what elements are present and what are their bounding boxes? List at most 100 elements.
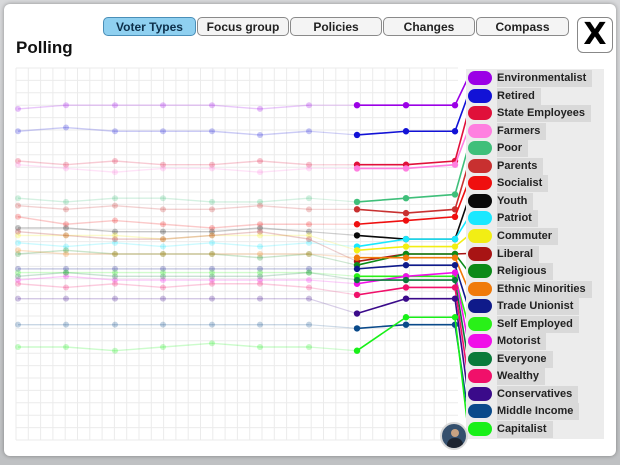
history-point [257, 105, 263, 112]
series-point [402, 217, 410, 224]
history-point [257, 280, 263, 287]
legend-swatch [468, 386, 492, 401]
history-line [18, 227, 310, 233]
history-point [257, 295, 263, 302]
history-line [17, 216, 309, 229]
history-point [209, 280, 215, 287]
legend-label: Commuter [497, 227, 559, 245]
history-point [257, 224, 263, 231]
close-button[interactable]: X [577, 17, 613, 53]
history-point [306, 251, 312, 257]
history-point [160, 161, 166, 168]
history-point [63, 161, 69, 168]
history-point [160, 284, 166, 291]
history-point [15, 277, 21, 284]
legend-swatch [468, 211, 492, 226]
history-point [306, 284, 312, 291]
history-point [63, 344, 69, 350]
history-point [209, 224, 215, 231]
history-point [15, 269, 21, 276]
history-point [160, 269, 166, 276]
history-connector [308, 346, 358, 352]
history-line [17, 249, 309, 255]
legend-swatch [468, 158, 492, 173]
series-point [451, 261, 459, 269]
history-point [306, 236, 312, 243]
legend-swatch [468, 88, 492, 103]
history-point [160, 251, 166, 257]
history-point [15, 280, 21, 287]
series-point [402, 195, 410, 202]
tab-focus-group[interactable]: Focus group [197, 17, 289, 36]
history-line [17, 283, 310, 289]
history-point [160, 321, 166, 328]
history-point [112, 128, 118, 135]
series-point [451, 295, 459, 302]
history-point [257, 232, 263, 239]
series-point [451, 235, 459, 243]
series-point [402, 276, 410, 284]
history-point [209, 295, 215, 302]
history-point [209, 321, 215, 328]
history-line [17, 126, 310, 136]
series-point [451, 269, 459, 276]
history-point [15, 228, 21, 235]
series-line [356, 253, 469, 272]
series-point [353, 221, 361, 228]
history-line [17, 230, 310, 240]
history-point [160, 236, 166, 243]
history-line [17, 160, 310, 166]
history-point [15, 232, 21, 239]
series-point [451, 161, 459, 168]
tab-compass[interactable]: Compass [476, 17, 569, 36]
history-point [209, 239, 215, 246]
history-point [306, 277, 312, 284]
history-point [306, 232, 312, 239]
history-point [63, 321, 69, 328]
history-point [257, 158, 263, 164]
history-point [63, 102, 69, 109]
history-point [15, 128, 21, 135]
portrait-head [451, 429, 459, 437]
history-connector [308, 231, 358, 236]
history-point [306, 269, 312, 276]
series-point [402, 165, 410, 172]
history-point [112, 251, 118, 257]
series-point [451, 102, 459, 109]
history-point [63, 251, 69, 257]
tab-voter-types[interactable]: Voter Types [103, 17, 196, 36]
series-line [357, 275, 469, 324]
history-point [209, 228, 215, 235]
series-line [357, 112, 469, 166]
legend-label: Middle Income [497, 403, 580, 421]
history-point [15, 295, 21, 302]
history-point [160, 344, 166, 350]
history-point [63, 221, 69, 228]
history-point [160, 165, 166, 172]
history-point [160, 228, 166, 235]
history-point [257, 228, 263, 235]
series-point [402, 235, 410, 243]
history-point [63, 224, 69, 231]
history-line [17, 275, 309, 281]
legend-swatch [468, 334, 492, 349]
legend-label: Socialist [497, 175, 549, 193]
history-point [257, 254, 263, 261]
history-point [112, 269, 118, 276]
history-line [18, 342, 309, 352]
advisor-portrait-icon[interactable] [440, 422, 468, 450]
legend-label: Retired [497, 87, 541, 105]
history-connector [308, 197, 358, 203]
legend-label: Environmentalist [497, 70, 593, 87]
history-point [306, 239, 312, 246]
history-point [257, 202, 263, 209]
history-point [209, 273, 215, 280]
tab-changes[interactable]: Changes [383, 17, 475, 36]
tab-policies[interactable]: Policies [290, 17, 382, 36]
history-connector [308, 238, 358, 262]
history-connector [308, 242, 358, 248]
history-connector [308, 279, 358, 285]
history-point [257, 221, 263, 228]
history-point [257, 321, 263, 328]
legend-swatch [468, 316, 492, 331]
